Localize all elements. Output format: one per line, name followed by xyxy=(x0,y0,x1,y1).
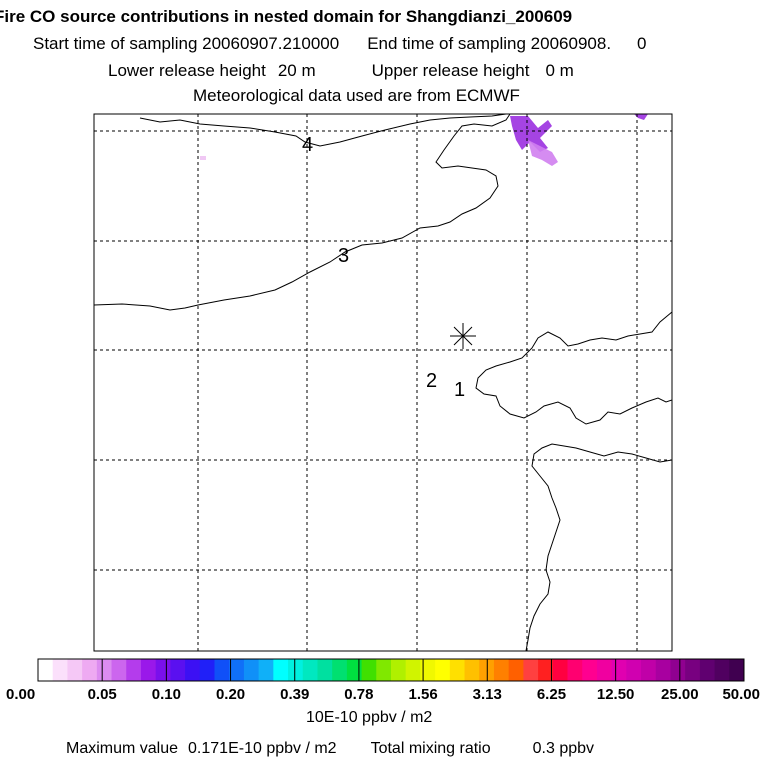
map-frame xyxy=(93,113,673,652)
colorbar-cell-34 xyxy=(538,659,554,681)
map-content: 4 3 2 1 xyxy=(94,114,672,651)
colorbar-cell-39 xyxy=(611,659,627,681)
colorbar-cell-27 xyxy=(435,659,451,681)
map-title: Fire CO source contributions in nested d… xyxy=(0,7,573,26)
colorbar-tick-6: 1.56 xyxy=(408,686,437,703)
colorbar-tick-labels: 0.00 0.05 0.10 0.20 0.39 0.78 1.56 3.13 6.25 12.5… xyxy=(6,686,760,703)
contour-label-1: 1 xyxy=(454,379,465,401)
colorbar-cell-3 xyxy=(82,659,98,681)
sampling-times: Start time of sampling 20060907.210000 En… xyxy=(33,34,768,54)
colorbar-cell-26 xyxy=(420,659,436,681)
coastline-south xyxy=(525,443,672,651)
colorbar-cell-20 xyxy=(332,659,348,681)
end-time-label: End time of sampling 20060908. xyxy=(367,34,612,53)
colorbar-cell-28 xyxy=(449,659,466,681)
release-heights: Lower release height 20 m Upper release he… xyxy=(108,61,768,81)
colorbar-cells xyxy=(38,659,745,681)
colorbar-cell-47 xyxy=(729,659,745,681)
colorbar-tick-0: 0.00 xyxy=(6,686,35,703)
colorbar-tick-4: 0.39 xyxy=(280,686,309,703)
colorbar-cell-37 xyxy=(582,659,598,681)
colorbar-cell-40 xyxy=(626,659,642,681)
colorbar-cell-2 xyxy=(67,659,83,681)
colorbar-cell-43 xyxy=(670,659,686,681)
total-mixing-label: Total mixing ratio xyxy=(370,740,491,757)
colorbar-cell-41 xyxy=(641,659,657,681)
plume-speck xyxy=(200,156,206,160)
colorbar-frame xyxy=(37,658,745,682)
colorbar-dividers xyxy=(101,659,681,681)
colorbar-cell-0 xyxy=(38,659,54,681)
end-time-value: 0 xyxy=(637,34,647,53)
colorbar-cell-32 xyxy=(508,659,524,681)
colorbar-cell-15 xyxy=(258,659,274,681)
colorbar-cell-33 xyxy=(523,659,539,681)
contour-label-3: 3 xyxy=(338,245,349,267)
colorbar-cell-21 xyxy=(346,659,363,681)
colorbar-cell-16 xyxy=(273,659,289,681)
colorbar-cell-46 xyxy=(714,659,730,681)
station-stroke-d2 xyxy=(453,326,473,346)
colorbar-cell-17 xyxy=(288,659,304,681)
colorbar-cell-9 xyxy=(170,659,186,681)
colorbar-cell-35 xyxy=(552,659,568,681)
colorbar-cell-8 xyxy=(155,659,171,681)
max-value: 0.171E-10 ppbv / m2 xyxy=(188,740,337,757)
max-value-label: Maximum value xyxy=(66,740,179,757)
plume-strong xyxy=(510,116,552,152)
colorbar-cell-13 xyxy=(229,659,245,681)
colorbar-cell-24 xyxy=(391,659,407,681)
colorbar-tick-2: 0.10 xyxy=(152,686,181,703)
coastline-shandong xyxy=(475,311,672,425)
colorbar-cell-19 xyxy=(317,659,333,681)
colorbar-cell-12 xyxy=(214,659,230,681)
footer-summary: Maximum value 0.171E-10 ppbv / m2 Total mi… xyxy=(66,740,594,758)
colorbar-tick-1: 0.05 xyxy=(88,686,117,703)
total-mixing-value: 0.3 ppbv xyxy=(532,740,595,757)
colorbar-tick-10: 25.00 xyxy=(661,686,699,703)
colorbar-cell-45 xyxy=(699,659,716,681)
colorbar-unit: 10E-10 ppbv / m2 xyxy=(306,709,433,726)
colorbar-cell-31 xyxy=(493,659,510,681)
colorbar-tick-9: 12.50 xyxy=(597,686,635,703)
colorbar-cell-38 xyxy=(596,659,613,681)
colorbar-cell-42 xyxy=(655,659,671,681)
colorbar-tick-11: 50.00 xyxy=(722,686,760,703)
contour-label-4: 4 xyxy=(302,134,313,156)
colorbar-cell-23 xyxy=(376,659,392,681)
colorbar-tick-7: 3.13 xyxy=(473,686,502,703)
contour-label-2: 2 xyxy=(426,370,437,392)
colorbar-cell-5 xyxy=(111,659,127,681)
colorbar-cell-7 xyxy=(140,659,157,681)
contour-labels: 4 3 2 1 xyxy=(302,134,465,401)
plume-light xyxy=(528,140,558,166)
colorbar-cell-11 xyxy=(199,659,215,681)
colorbar-cell-29 xyxy=(464,659,480,681)
met-data-source: Meteorological data used are from ECMWF xyxy=(193,86,520,105)
coastlines xyxy=(94,114,672,651)
colorbar-cell-36 xyxy=(567,659,583,681)
upper-release-value: 0 m xyxy=(545,61,574,80)
lower-release-value: 20 m xyxy=(277,61,316,80)
colorbar-cell-6 xyxy=(126,659,142,681)
colorbar-cell-1 xyxy=(52,659,68,681)
colorbar-cell-18 xyxy=(302,659,318,681)
start-time-label: Start time of sampling 20060907.210000 xyxy=(33,34,340,53)
coastline-bohai xyxy=(94,114,511,311)
station-asterisk-icon xyxy=(450,323,476,349)
coastline-north xyxy=(139,114,507,147)
colorbar-cell-44 xyxy=(685,659,701,681)
lower-release-label: Lower release height xyxy=(108,61,266,80)
colorbar-cell-22 xyxy=(361,659,377,681)
colorbar-tick-8: 6.25 xyxy=(537,686,566,703)
colorbar-cell-14 xyxy=(243,659,260,681)
colorbar-tick-5: 0.78 xyxy=(344,686,373,703)
colorbar-tick-3: 0.20 xyxy=(216,686,245,703)
upper-release-label: Upper release height xyxy=(371,61,530,80)
colorbar-cell-10 xyxy=(185,659,201,681)
colorbar-cell-4 xyxy=(96,659,113,681)
colorbar-cell-25 xyxy=(405,659,421,681)
